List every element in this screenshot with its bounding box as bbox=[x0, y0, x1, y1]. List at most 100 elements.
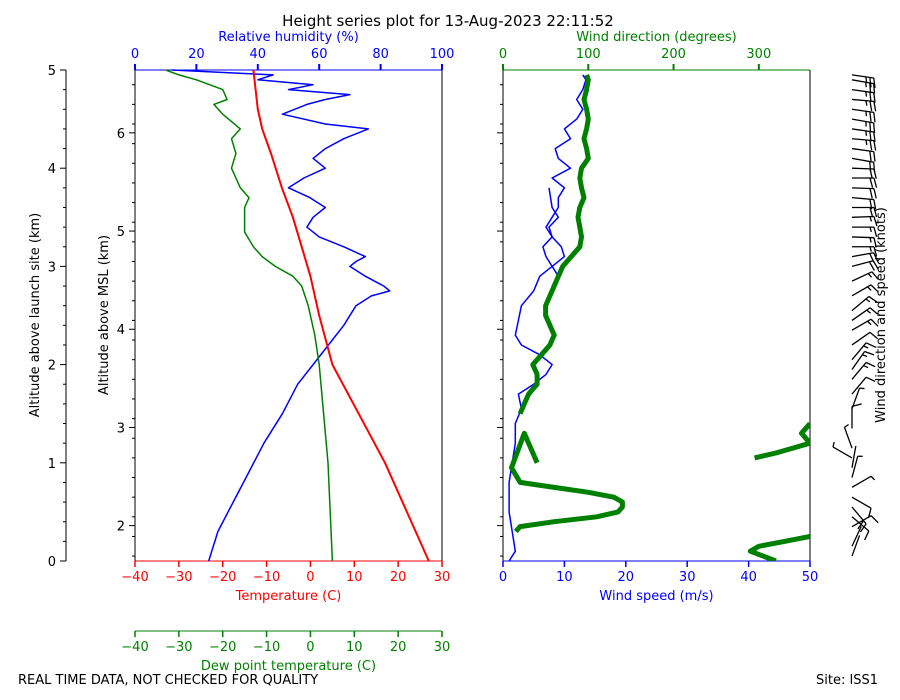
wind-barb-feather bbox=[873, 188, 877, 199]
wind-barb bbox=[851, 387, 865, 410]
wind-barb bbox=[851, 361, 876, 380]
wind-barb-feather bbox=[869, 307, 879, 315]
wind-barb-feather bbox=[869, 82, 872, 93]
wind-barb-feather bbox=[873, 140, 877, 151]
temp-tick-label: −20 bbox=[209, 570, 236, 585]
temp-tick-label: 30 bbox=[434, 570, 451, 585]
wind-barb-feather bbox=[865, 76, 868, 82]
wind-barb-feather bbox=[865, 376, 876, 383]
msl-tick-label: 4 bbox=[117, 323, 125, 338]
rh-tick-label: 0 bbox=[131, 47, 139, 62]
wind-barb-feather bbox=[869, 140, 873, 151]
wind-barb-feather bbox=[859, 523, 867, 533]
wind-barb-feather bbox=[869, 100, 873, 111]
wind-barb bbox=[851, 74, 876, 88]
wind-barb-feather bbox=[864, 350, 875, 356]
wind-barb-shaft bbox=[851, 307, 871, 321]
wind-barb-feather bbox=[862, 354, 868, 358]
msl-axis-label: Altitude above MSL (km) bbox=[97, 235, 112, 395]
wind-barb-feather bbox=[869, 77, 872, 88]
wind-barb bbox=[851, 138, 877, 151]
speed-tick-label: 30 bbox=[679, 570, 696, 585]
wind-barb-feather bbox=[844, 423, 849, 428]
wind-barb-feather bbox=[867, 286, 872, 291]
wind-barb-feather bbox=[832, 441, 835, 448]
wind-barb bbox=[851, 526, 862, 547]
rh-tick-label: 60 bbox=[311, 47, 328, 62]
wind-direction-line bbox=[754, 421, 810, 461]
dewpoint-line bbox=[165, 69, 334, 562]
wind-panel: 0 10 20 30 40 50 Wind speed (m/s) 0 100 200 300 Win… bbox=[497, 30, 818, 604]
wind-barb bbox=[851, 307, 879, 321]
wind-direction-line bbox=[517, 74, 591, 415]
wind-speed-upper-line bbox=[542, 187, 560, 287]
wind-barb-feather bbox=[865, 100, 868, 106]
quality-disclaimer: REAL TIME DATA, NOT CHECKED FOR QUALITY bbox=[18, 673, 319, 688]
speed-tick-label: 50 bbox=[802, 570, 819, 585]
agl-tick-label: 0 bbox=[48, 555, 56, 570]
temp-tick-label: 20 bbox=[390, 570, 407, 585]
wind-barb-feather bbox=[873, 246, 878, 257]
wind-barb-feather bbox=[869, 131, 872, 142]
speed-tick-label: 10 bbox=[556, 570, 573, 585]
wind-barb bbox=[851, 515, 879, 528]
wind-barb-feather bbox=[873, 83, 876, 94]
wind-barb-shaft bbox=[843, 427, 853, 449]
wind-barb bbox=[851, 271, 879, 282]
wind-barb bbox=[852, 226, 878, 237]
chart-title: Height series plot for 13-Aug-2023 22:11… bbox=[282, 12, 614, 30]
wind-barb-feather bbox=[873, 92, 876, 103]
wind-barb-feather bbox=[869, 92, 872, 103]
wind-barb bbox=[851, 496, 872, 518]
agl-tick-label: 5 bbox=[48, 64, 56, 79]
wind-barb bbox=[851, 445, 857, 468]
wind-barb bbox=[851, 236, 877, 248]
agl-tick-label: 4 bbox=[48, 162, 56, 177]
wind-barb-feather bbox=[868, 261, 875, 271]
wind-barb bbox=[851, 376, 876, 395]
wind-barb bbox=[852, 206, 878, 218]
wind-barb-feather bbox=[869, 188, 873, 199]
wind-barb-shaft bbox=[851, 318, 872, 331]
wind-barb bbox=[851, 118, 876, 133]
temp-tick-label: −10 bbox=[253, 570, 280, 585]
wind-barb-shaft bbox=[851, 284, 872, 297]
dir-tick-label: 300 bbox=[746, 47, 771, 62]
temp-tick-label: −40 bbox=[121, 570, 148, 585]
wind-direction-low-line bbox=[747, 534, 810, 561]
wind-barb-shaft bbox=[851, 376, 867, 395]
wind-barb-feather bbox=[870, 475, 876, 481]
rh-tick-label: 100 bbox=[430, 47, 455, 62]
dew-tick-label: −30 bbox=[165, 640, 192, 655]
speed-axis-label: Wind speed (m/s) bbox=[599, 589, 713, 604]
dew-tick-label: −20 bbox=[209, 640, 236, 655]
agl-axis-label: Altitude above launch site (km) bbox=[28, 213, 43, 417]
dir-tick-label: 200 bbox=[661, 47, 686, 62]
wind-barb-shaft bbox=[851, 187, 875, 190]
wind-direction-group bbox=[509, 74, 810, 561]
dew-tick-label: 20 bbox=[390, 640, 407, 655]
wind-barb bbox=[851, 475, 876, 488]
dew-tick-label: −40 bbox=[121, 640, 148, 655]
wind-barb-feather bbox=[865, 130, 868, 136]
wind-barb-feather bbox=[871, 271, 879, 280]
msl-tick-label: 6 bbox=[117, 127, 125, 142]
wind-barb-feather bbox=[870, 284, 879, 293]
wind-barb-feather bbox=[865, 298, 871, 303]
wind-barb-feather bbox=[873, 101, 877, 112]
wind-barb-feather bbox=[864, 530, 870, 541]
wind-barb-shaft bbox=[851, 456, 859, 478]
wind-barb-feather bbox=[873, 77, 876, 88]
wind-barb-feather bbox=[863, 364, 869, 369]
wind-barb-feather bbox=[869, 199, 873, 210]
wind-barb-feather bbox=[865, 139, 868, 145]
temp-axis-label: Temperature (C) bbox=[235, 589, 342, 604]
dir-tick-label: 100 bbox=[576, 47, 601, 62]
wind-barb-feather bbox=[869, 177, 874, 188]
wind-barb-feather bbox=[867, 320, 872, 326]
wind-barb-feather bbox=[873, 112, 876, 123]
wind-barb-feather bbox=[867, 508, 872, 518]
wind-barb-feather bbox=[873, 216, 878, 227]
dew-tick-label: 10 bbox=[346, 640, 363, 655]
wind-barb-feather bbox=[865, 111, 868, 117]
